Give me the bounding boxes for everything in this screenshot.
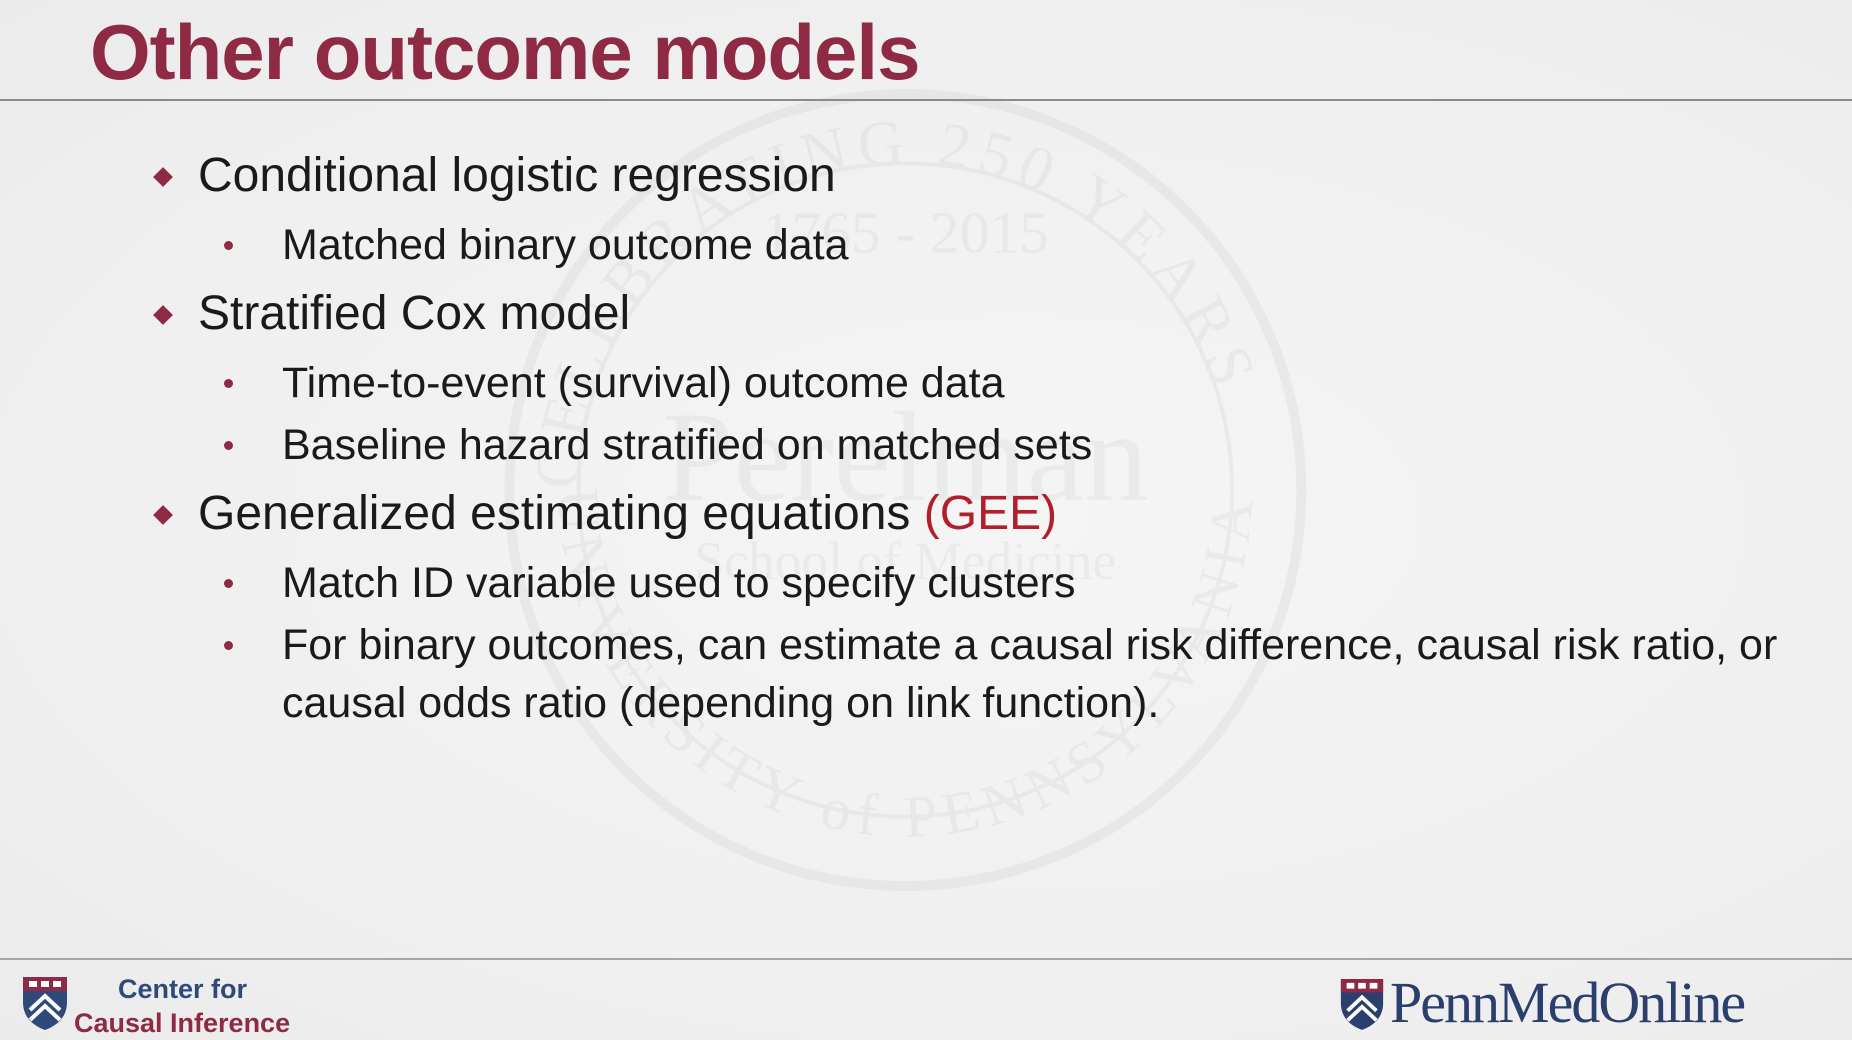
gee-highlight: (GEE): [923, 487, 1058, 540]
bullet-item: Conditional logistic regression: [150, 140, 1800, 212]
dot-bullet-icon: [224, 579, 233, 588]
sub-bullet-item: For binary outcomes, can estimate a caus…: [150, 616, 1852, 732]
dot-bullet-icon: [224, 441, 233, 450]
dot-bullet-icon: [224, 379, 233, 388]
sub-bullet-text: Match ID variable used to specify cluste…: [282, 559, 1076, 607]
diamond-bullet-icon: [153, 305, 173, 325]
penn-med-online-logo: PennMedOnline: [1338, 970, 1838, 1036]
dot-bullet-icon: [224, 641, 233, 650]
footer-divider: [0, 958, 1852, 960]
logo-line-1: Center for: [118, 974, 248, 1004]
logo-line-2: Causal Inference: [74, 1008, 291, 1038]
bullet-item: Generalized estimating equations (GEE): [150, 478, 1800, 550]
sub-bullet-text: Time-to-event (survival) outcome data: [282, 359, 1005, 407]
bullet-text: Conditional logistic regression: [198, 149, 836, 202]
penn-shield-icon: [23, 977, 67, 1030]
bullet-text: Generalized estimating equations: [198, 487, 911, 540]
bullet-text: Stratified Cox model: [198, 287, 631, 340]
center-causal-inference-text: Center for Causal Inference: [74, 972, 334, 1040]
sub-bullet-item: Baseline hazard stratified on matched se…: [150, 416, 1800, 474]
bullet-list: Conditional logistic regression Matched …: [150, 140, 1800, 736]
sub-bullet-item: Matched binary outcome data: [150, 216, 1800, 274]
sub-bullet-text: Baseline hazard stratified on matched se…: [282, 421, 1093, 469]
slide-title: Other outcome models: [90, 8, 920, 96]
penn-med-online-text: PennMedOnline: [1390, 970, 1746, 1035]
diamond-bullet-icon: [153, 505, 173, 525]
dot-bullet-icon: [224, 241, 233, 250]
diamond-bullet-icon: [153, 167, 173, 187]
sub-bullet-item: Time-to-event (survival) outcome data: [150, 354, 1800, 412]
bullet-item: Stratified Cox model: [150, 278, 1800, 350]
title-divider: [0, 99, 1852, 101]
sub-bullet-text: Matched binary outcome data: [282, 221, 849, 269]
penn-shield-icon: [1340, 979, 1384, 1030]
sub-bullet-text: For binary outcomes, can estimate a caus…: [282, 621, 1778, 727]
sub-bullet-item: Match ID variable used to specify cluste…: [150, 554, 1800, 612]
